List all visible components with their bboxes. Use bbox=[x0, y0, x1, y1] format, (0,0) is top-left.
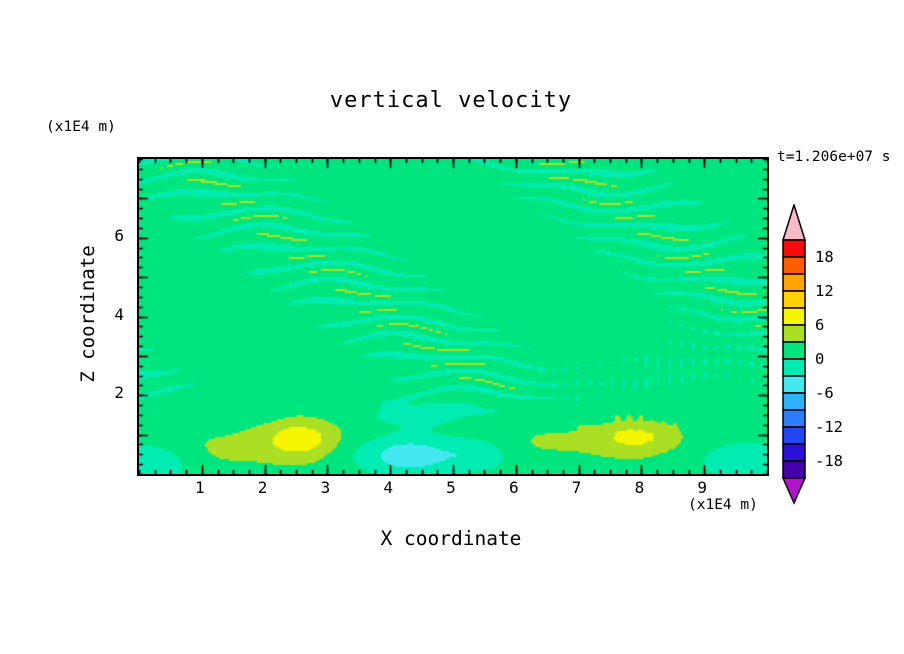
z-tick-labels: 2 4 6 bbox=[0, 0, 126, 654]
x-axis-unit-label: (x1E4 m) bbox=[688, 497, 758, 513]
x-axis-title: X coordinate bbox=[380, 527, 522, 550]
colorbar-segment bbox=[782, 426, 806, 445]
colorbar-segment bbox=[782, 341, 806, 360]
x-tick-label: 8 bbox=[634, 478, 645, 497]
x-tick-label: 6 bbox=[508, 478, 519, 497]
colorbar-segment bbox=[782, 307, 806, 326]
colorbar-segment bbox=[782, 409, 806, 428]
colorbar-segment bbox=[782, 256, 806, 275]
colorbar-segment bbox=[782, 273, 806, 292]
colorbar: 18 12 6 0 -6 -12 -18 bbox=[782, 204, 902, 506]
z-tick-label: 6 bbox=[114, 225, 124, 245]
z-tick-label: 2 bbox=[114, 383, 124, 403]
x-tick-label: 7 bbox=[571, 478, 582, 497]
y-axis-unit-label: (x1E4 m) bbox=[46, 119, 116, 135]
colorbar-over-arrow bbox=[782, 204, 807, 241]
colorbar-segment bbox=[782, 324, 806, 343]
chart-title: vertical velocity bbox=[329, 88, 573, 113]
plot-area bbox=[137, 157, 769, 476]
colorbar-svg bbox=[782, 204, 807, 505]
x-tick-label: 9 bbox=[697, 478, 707, 497]
colorbar-segment bbox=[782, 358, 806, 377]
z-tick-label: 4 bbox=[114, 304, 124, 324]
x-tick-labels: 1 2 3 4 5 6 7 8 9 bbox=[0, 478, 904, 500]
colorbar-segment bbox=[782, 460, 806, 479]
x-tick-label: 4 bbox=[383, 478, 393, 497]
x-tick-label: 2 bbox=[257, 478, 268, 497]
colorbar-tick-label: 18 bbox=[815, 248, 834, 266]
timestamp-label: t=1.206e+07 s bbox=[777, 149, 891, 165]
colorbar-tick-label: 12 bbox=[815, 282, 834, 300]
colorbar-segment bbox=[782, 443, 806, 462]
colorbar-tick-label: -6 bbox=[815, 384, 834, 402]
colorbar-segment bbox=[782, 239, 806, 258]
contour-canvas bbox=[139, 159, 767, 474]
colorbar-segment bbox=[782, 392, 806, 411]
colorbar-tick-label: 6 bbox=[815, 316, 825, 334]
x-tick-label: 5 bbox=[446, 478, 456, 497]
colorbar-segment bbox=[782, 375, 806, 394]
colorbar-tick-label: -18 bbox=[815, 452, 843, 470]
colorbar-tick-label: -12 bbox=[815, 418, 843, 436]
colorbar-tick-label: 0 bbox=[815, 350, 825, 368]
colorbar-under-arrow bbox=[782, 477, 807, 505]
x-tick-label: 1 bbox=[194, 478, 205, 497]
x-tick-label: 3 bbox=[320, 478, 331, 497]
colorbar-segment bbox=[782, 290, 806, 309]
